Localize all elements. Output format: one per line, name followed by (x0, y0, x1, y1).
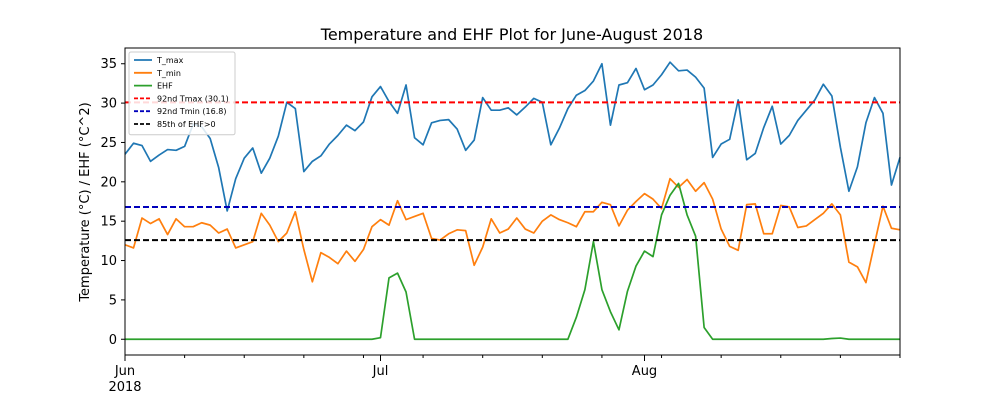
x-tick-label: Aug (632, 364, 657, 379)
series-t-max-line (124, 61, 901, 212)
legend-label: T_min (156, 69, 181, 78)
y-tick-label: 25 (100, 136, 117, 151)
plot-frame (124, 47, 901, 356)
legend-label: 85th of EHF>0 (157, 120, 216, 129)
series-ehf-line (125, 182, 900, 341)
y-tick-label: 5 (109, 293, 117, 308)
y-tick-label: 15 (100, 215, 117, 230)
series-t-min-line (124, 177, 901, 284)
y-tick-label: 35 (100, 57, 117, 72)
x-tick-label: Jul (372, 364, 389, 379)
chart-title: Temperature and EHF Plot for June-August… (320, 25, 703, 44)
y-tick-label: 30 (100, 97, 117, 112)
legend: T_max T_min EHF 92nd Tmax (30.1) 92nd Tmin (… (128, 51, 236, 136)
y-tick-label: 0 (109, 333, 117, 348)
legend-label: T_max (156, 56, 184, 65)
y-tick-label: 20 (100, 175, 117, 190)
x-tick-sublabel: 2018 (108, 380, 141, 395)
y-axis-label: Temperature (°C) / EHF (°C^2) (78, 102, 93, 302)
y-tick-label: 10 (100, 254, 117, 269)
legend-label: EHF (157, 82, 173, 91)
legend-label: 92nd Tmax (30.1) (157, 94, 229, 103)
legend-label: 92nd Tmin (16.8) (157, 107, 226, 116)
legend-box (128, 51, 236, 136)
x-tick-label: Jun (114, 364, 135, 379)
